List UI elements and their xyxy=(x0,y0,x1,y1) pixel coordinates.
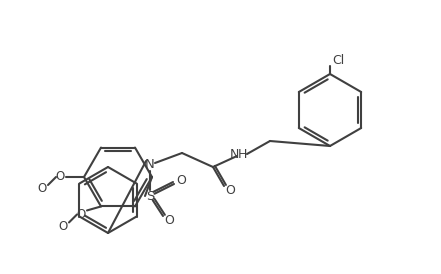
Text: O: O xyxy=(58,220,67,233)
Text: O: O xyxy=(37,182,47,196)
Text: N: N xyxy=(229,147,239,161)
Text: O: O xyxy=(76,208,86,221)
Text: Cl: Cl xyxy=(332,55,344,67)
Text: N: N xyxy=(145,158,155,172)
Text: S: S xyxy=(146,190,154,202)
Text: O: O xyxy=(225,184,235,196)
Text: O: O xyxy=(56,170,65,184)
Text: H: H xyxy=(237,147,247,161)
Text: O: O xyxy=(164,213,174,227)
Text: O: O xyxy=(176,175,186,187)
